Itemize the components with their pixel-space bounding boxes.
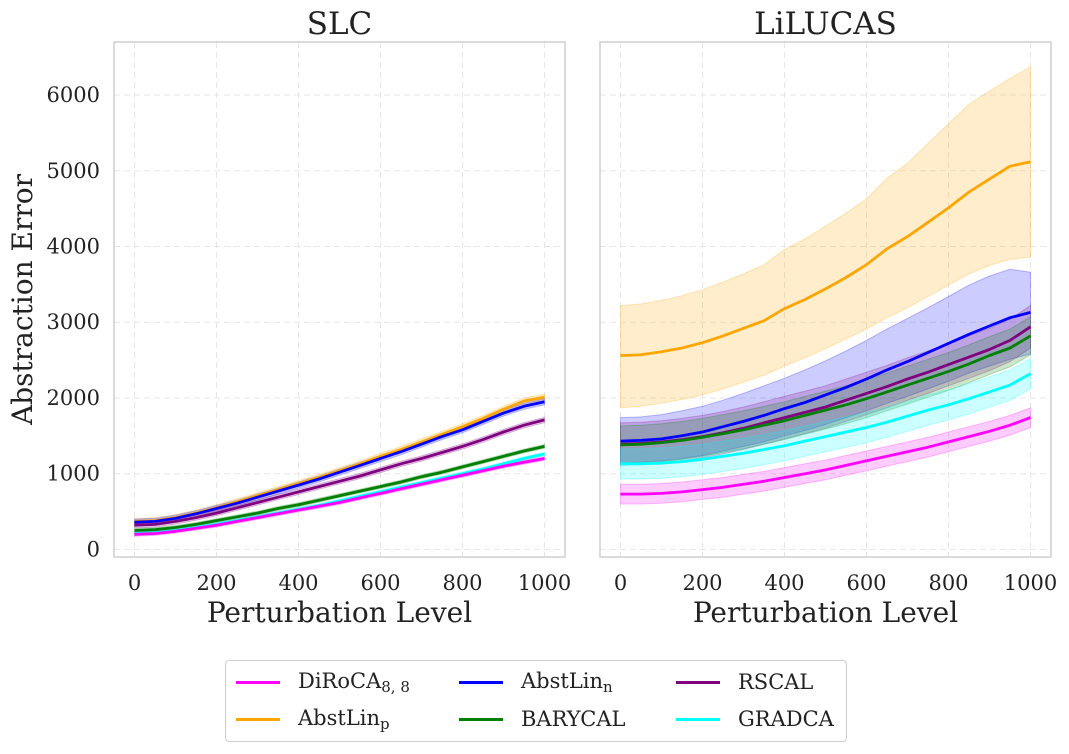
x-tick-label: 0 [128,571,141,595]
x-axis-label: Perturbation Level [693,596,958,629]
series-line-barycal [134,445,545,532]
y-tick-label: 5000 [47,159,100,183]
legend-swatch-abstlin-p [236,717,280,721]
series-line-diroca-8-8 [134,457,545,536]
legend-label-barycal: BARYCAL [521,707,626,731]
series-line-gradca [620,372,1032,466]
legend: DiRoCA8, 8 AbstLinp AbstLinn BARYCAL RSC… [225,660,847,742]
x-tick-label: 200 [196,571,236,595]
legend-swatch-abstlin-n [459,680,503,684]
legend-swatch-rscal [676,680,720,684]
series-line-abstlin-n [134,400,545,524]
chart-title: SLC [307,6,373,42]
legend-label-rscal: RSCAL [738,670,814,694]
x-tick-label: 400 [278,571,318,595]
y-axis-label: Abstraction Error [6,173,39,426]
legend-item-rscal: RSCAL [676,669,813,695]
x-axis-label: Perturbation Level [207,596,472,629]
band-barycal [134,443,545,533]
chart-panel-1: 0 200 400 600 800 1000 0 1000 2000 3000 4000 5000 60… [6,6,571,629]
x-tick-label: 800 [442,571,482,595]
x-tick-label: 200 [682,571,722,595]
legend-item-abstlin-p: AbstLinp [236,705,390,733]
band-diroca-8-8 [620,407,1031,505]
chart-panel-2: 0 200 400 600 800 1000 LiLUCAS Perturbation Lev… [599,6,1057,629]
legend-swatch-barycal [459,717,503,721]
legend-item-barycal: BARYCAL [459,706,625,732]
legend-label-abstlin-p: AbstLinp [298,705,390,733]
y-tick-label: 0 [87,537,100,561]
legend-label-diroca: DiRoCA8, 8 [298,668,410,696]
band-abstlin-n [134,398,545,526]
legend-swatch-gradca [676,717,720,721]
legend-swatch-diroca [236,680,280,684]
series-line-rscal [134,418,545,527]
band-rscal [134,416,545,529]
x-tick-label: 0 [614,571,627,595]
series-line-abstlin-p [620,160,1031,357]
band-abstlin-p [620,66,1031,409]
plot-frame [113,41,566,558]
y-tick-label: 2000 [47,386,100,410]
legend-label-gradca: GRADCA [738,707,834,731]
series-line-diroca-8-8 [620,416,1031,496]
plot-frame [599,41,1052,558]
y-tick-label: 4000 [47,234,100,258]
band-abstlin-p [134,393,545,525]
series-line-barycal [620,334,1032,447]
y-tick-label: 3000 [47,310,100,334]
x-tick-label: 800 [928,571,968,595]
figure: 0 200 400 600 800 100001000200030004000500060… [6,6,1057,629]
chart-title: LiLUCAS [754,6,897,42]
y-tick-label: 1000 [47,462,100,486]
x-tick-label: 600 [360,571,400,595]
band-abstlin-n [620,268,1031,464]
legend-item-gradca: GRADCA [676,706,834,732]
legend-label-abstlin-n: AbstLinn [521,668,613,696]
x-tick-label: 400 [764,571,804,595]
x-tick-label: 1000 [1004,571,1057,595]
x-tick-label: 600 [846,571,886,595]
x-tick-label: 1000 [518,571,571,595]
band-gradca [620,357,1031,480]
legend-item-abstlin-n: AbstLinn [459,668,613,696]
series-line-abstlin-n [620,311,1031,443]
legend-item-diroca: DiRoCA8, 8 [236,668,410,696]
y-tick-label: 6000 [47,83,100,107]
